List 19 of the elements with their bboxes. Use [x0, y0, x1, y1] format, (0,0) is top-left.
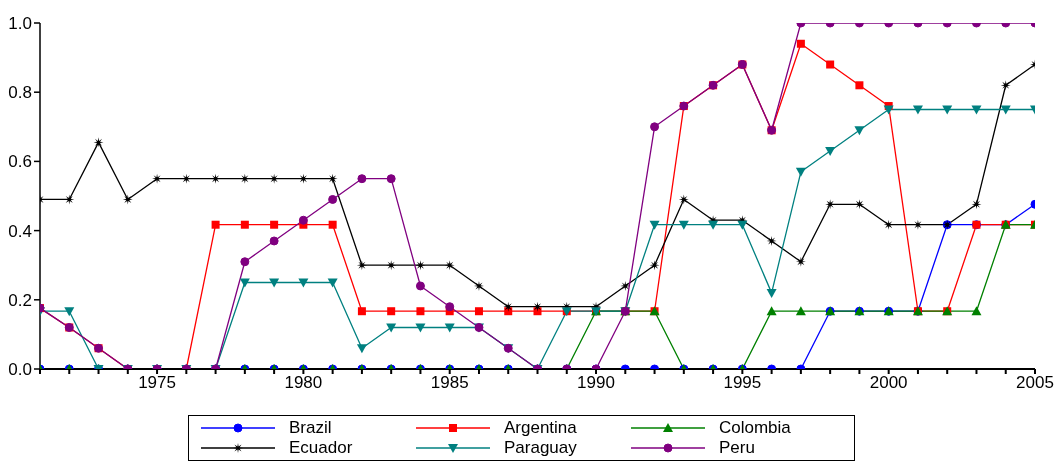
y-tick-label: 0.8: [8, 83, 32, 103]
x-tick-label: 2005: [1016, 373, 1054, 393]
x-tick-label: 2000: [869, 373, 908, 393]
x-tick-label: 1985: [430, 373, 469, 393]
legend-label: Peru: [719, 438, 755, 458]
x-tick-label: 1990: [577, 373, 615, 393]
x-tick-label: 1995: [723, 373, 762, 393]
legend-label: Argentina: [504, 418, 577, 438]
x-tick-label: 1975: [138, 373, 176, 393]
legend-label: Brazil: [289, 418, 332, 438]
y-tick-label: 0.2: [8, 290, 32, 310]
legend-label: Colombia: [719, 418, 791, 438]
y-tick-label: 0.0: [8, 360, 32, 380]
y-tick-label: 0.6: [8, 152, 32, 172]
y-tick-label: 1.0: [8, 14, 32, 34]
x-tick-label: 1980: [284, 373, 323, 393]
legend-label: Paraguay: [504, 438, 577, 458]
y-tick-label: 0.4: [8, 221, 32, 241]
legend-label: Ecuador: [289, 438, 353, 458]
